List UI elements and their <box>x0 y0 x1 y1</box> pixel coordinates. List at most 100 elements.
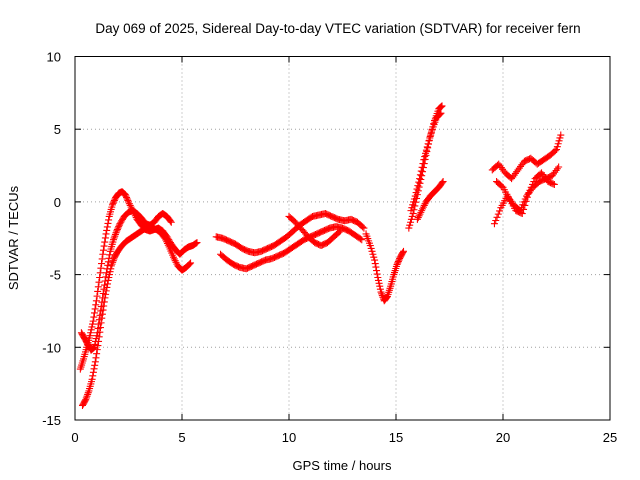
data-point <box>99 294 107 302</box>
data-point <box>394 259 402 267</box>
y-tick-label: 0 <box>54 195 61 210</box>
data-point <box>110 198 118 206</box>
x-tick-label: 10 <box>282 430 296 445</box>
data-point <box>105 254 113 262</box>
data-point <box>366 242 374 250</box>
data-point <box>418 207 426 215</box>
data-point <box>372 263 380 271</box>
data-point <box>94 342 102 350</box>
data-point <box>557 131 565 139</box>
data-point <box>82 394 90 402</box>
data-point <box>550 180 558 188</box>
data-point <box>91 361 99 369</box>
data-point <box>428 128 436 136</box>
data-point <box>124 196 132 204</box>
data-point <box>86 332 94 340</box>
data-point <box>192 239 200 247</box>
data-point <box>94 287 102 295</box>
series-night-lower <box>490 163 563 228</box>
data-point <box>371 260 379 268</box>
data-point <box>410 198 418 206</box>
data-point <box>111 230 119 238</box>
data-point <box>103 223 111 231</box>
data-point <box>89 320 97 328</box>
data-point <box>98 260 106 268</box>
data-point <box>99 250 107 258</box>
data-point <box>553 146 560 154</box>
data-point <box>123 194 131 202</box>
data-point <box>422 149 430 157</box>
x-axis-tick-labels: 0 5 10 15 20 25 <box>71 430 617 445</box>
data-point <box>369 250 377 258</box>
data-point <box>125 200 133 208</box>
data-point <box>162 236 170 244</box>
data-point <box>417 167 425 175</box>
data-point <box>424 140 432 148</box>
data-point <box>97 303 105 311</box>
data-point <box>393 260 401 268</box>
data-point <box>490 220 498 228</box>
data-point <box>117 218 125 226</box>
data-point <box>551 147 559 155</box>
series-evening-rise-c <box>413 178 447 223</box>
data-point <box>376 282 384 290</box>
data-point <box>407 218 415 226</box>
data-point <box>92 337 100 345</box>
data-point <box>92 297 100 305</box>
data-point <box>411 192 419 200</box>
data-point <box>172 258 180 266</box>
data-point <box>371 256 379 264</box>
data-point <box>407 215 415 223</box>
data-point <box>525 189 533 197</box>
series-night-upper <box>488 131 565 183</box>
data-point <box>169 253 177 261</box>
data-point <box>549 180 557 188</box>
data-point <box>373 267 381 275</box>
data-points <box>76 102 565 409</box>
data-point <box>521 201 529 209</box>
data-point <box>100 242 108 250</box>
axis-ticks <box>74 56 611 421</box>
data-point <box>125 198 132 206</box>
data-point <box>530 178 538 186</box>
data-point <box>426 134 434 142</box>
x-tick-label: 5 <box>178 430 185 445</box>
data-point <box>423 143 431 151</box>
data-point <box>518 210 526 218</box>
data-point <box>416 175 424 183</box>
data-point <box>93 332 101 340</box>
plot-frame <box>74 56 611 421</box>
data-point <box>82 396 90 404</box>
data-point <box>92 354 100 362</box>
data-point <box>439 178 447 186</box>
data-point <box>102 273 110 281</box>
y-axis-tick-labels: -15 -10 -5 0 5 10 <box>42 50 61 429</box>
data-point <box>419 203 427 211</box>
data-point <box>101 238 109 246</box>
data-point <box>382 294 390 302</box>
data-point <box>415 178 423 186</box>
data-point <box>421 200 429 208</box>
data-point <box>110 255 118 263</box>
data-point <box>107 262 115 270</box>
data-point <box>416 210 424 218</box>
data-point <box>522 197 530 205</box>
x-tick-label: 20 <box>496 430 510 445</box>
data-point <box>368 247 376 255</box>
data-point <box>101 281 109 289</box>
data-point <box>118 217 126 225</box>
data-point <box>408 212 416 220</box>
data-point <box>126 201 134 209</box>
data-point <box>420 201 428 209</box>
data-point <box>413 185 421 193</box>
data-point <box>374 274 382 282</box>
data-point <box>406 221 414 229</box>
data-point <box>418 163 426 171</box>
data-point <box>555 163 563 171</box>
data-point <box>378 292 386 300</box>
data-point <box>87 329 95 337</box>
data-point <box>335 228 343 236</box>
series-track-mid <box>77 207 175 354</box>
data-point <box>375 279 383 287</box>
data-point <box>438 179 446 187</box>
